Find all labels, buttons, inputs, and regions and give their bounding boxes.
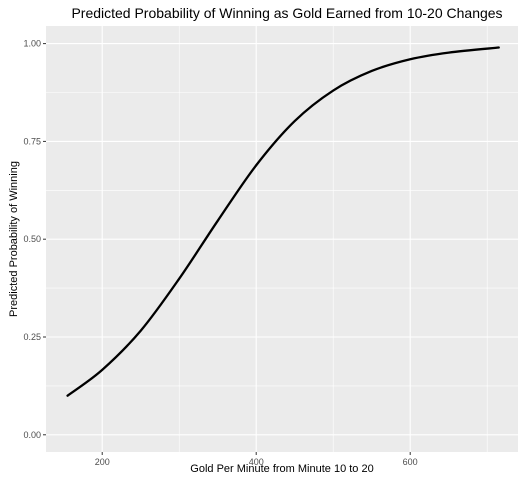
x-tick-label: 600 <box>403 457 418 467</box>
y-tick-label: 0.25 <box>23 332 41 342</box>
x-tick-label: 200 <box>95 457 110 467</box>
x-axis-title: Gold Per Minute from Minute 10 to 20 <box>190 463 373 475</box>
chart-title: Predicted Probability of Winning as Gold… <box>71 5 502 21</box>
y-axis-title: Predicted Probability of Winning <box>8 161 20 317</box>
series-layer <box>66 46 500 397</box>
y-tick-label: 0.50 <box>23 234 41 244</box>
y-tick-label: 0.75 <box>23 136 41 146</box>
y-tick-label: 0.00 <box>23 430 41 440</box>
series-line <box>66 46 500 397</box>
y-tick-label: 1.00 <box>23 39 41 49</box>
axis-ticks: 200 400 600 0.00 0.25 0.50 0.75 1.00 <box>23 39 417 467</box>
gridlines <box>46 26 518 452</box>
x-tick-label: 400 <box>249 457 264 467</box>
